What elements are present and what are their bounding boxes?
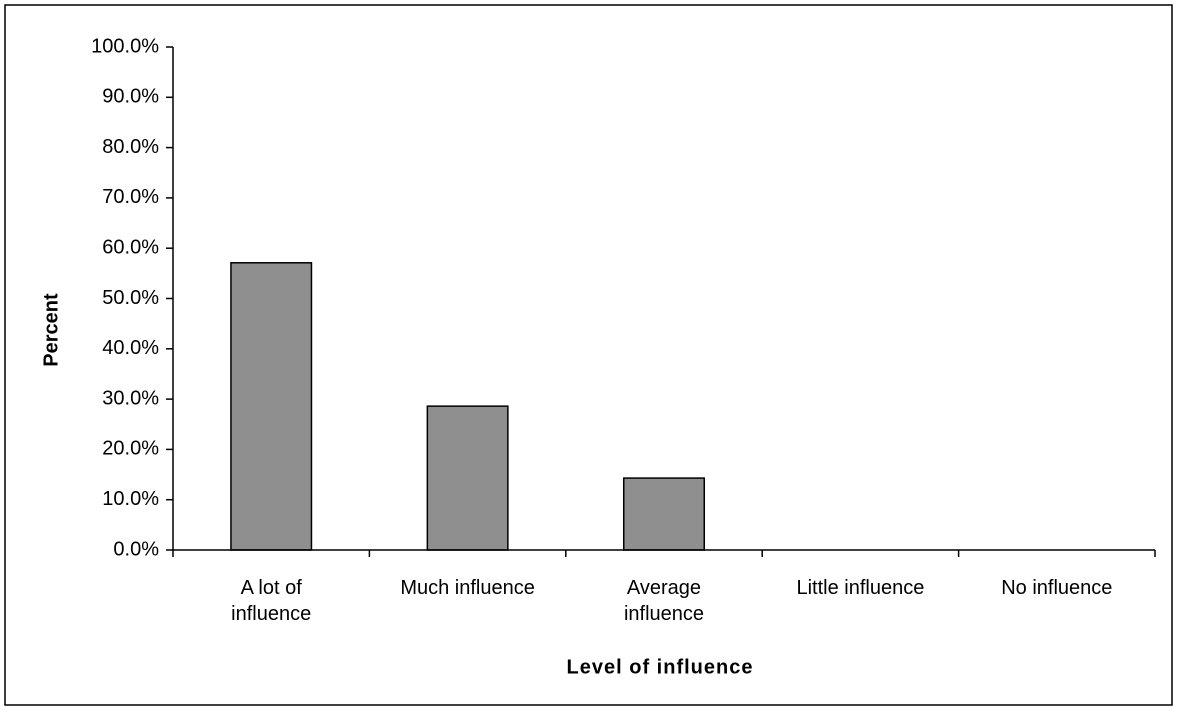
y-tick-label: 10.0% bbox=[102, 488, 159, 510]
y-tick-label: 70.0% bbox=[102, 186, 159, 208]
bar bbox=[230, 262, 313, 551]
x-axis-title: Level of influence bbox=[567, 656, 754, 678]
y-tick-label: 50.0% bbox=[102, 287, 159, 309]
y-tick-label: 40.0% bbox=[102, 337, 159, 359]
y-tick-label: 90.0% bbox=[102, 86, 159, 108]
chart-frame bbox=[4, 4, 1173, 706]
x-tick-label: Average influence bbox=[623, 577, 705, 625]
x-tick-label: Much influence bbox=[400, 577, 535, 599]
y-tick-label: 0.0% bbox=[113, 538, 159, 560]
y-tick-label: 60.0% bbox=[102, 236, 159, 258]
bar bbox=[622, 477, 706, 551]
y-tick-label: 20.0% bbox=[102, 438, 159, 460]
y-axis-title: Percent bbox=[40, 293, 62, 367]
x-tick-label: A lot of influence bbox=[231, 577, 312, 625]
y-tick-label: 30.0% bbox=[102, 387, 159, 409]
y-tick-label: 100.0% bbox=[91, 35, 159, 57]
bar bbox=[426, 405, 509, 551]
x-tick-label: Little influence bbox=[796, 577, 925, 599]
x-tick-label: No influence bbox=[1001, 577, 1113, 599]
y-tick-label: 80.0% bbox=[102, 136, 159, 158]
